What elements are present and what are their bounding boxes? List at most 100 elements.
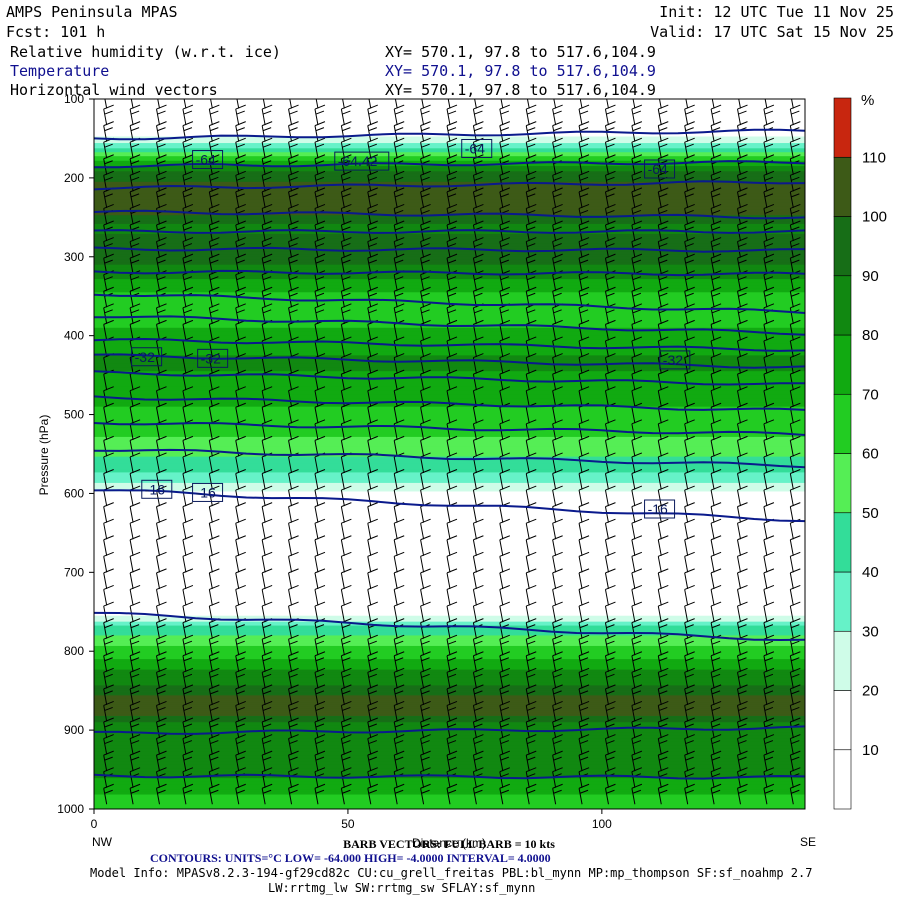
wind-barb <box>737 700 748 722</box>
wind-barb <box>525 518 537 540</box>
rh-band <box>94 664 805 668</box>
wind-barb <box>763 684 775 705</box>
wind-barb <box>552 634 563 656</box>
wind-barb <box>367 634 378 656</box>
wind-barb <box>657 667 669 689</box>
wind-barb <box>129 734 141 755</box>
wind-barb <box>261 651 273 672</box>
wind-barb <box>684 767 695 788</box>
colorbar-tick-label: 50 <box>862 505 879 522</box>
wind-barb <box>657 535 669 556</box>
wind-barb <box>288 518 299 540</box>
wind-barb <box>737 369 748 391</box>
wind-barb <box>367 734 378 755</box>
wind-barb <box>763 253 775 275</box>
wind-barb <box>789 187 801 208</box>
y-tick-label: 700 <box>64 565 84 579</box>
wind-barb <box>763 700 775 722</box>
wind-barb <box>737 535 748 556</box>
rh-band <box>94 509 805 521</box>
wind-barb <box>710 601 722 623</box>
wind-barb <box>684 750 695 772</box>
y-tick-label: 400 <box>64 329 84 343</box>
rh-band <box>94 176 805 180</box>
wind-barb <box>288 104 299 126</box>
wind-barb <box>420 651 431 672</box>
wind-barb <box>525 651 537 672</box>
contour-labels: -64 -64.42 -64 -64 -32 -32 -32 -16 -16 -16 <box>131 138 691 519</box>
wind-barb <box>552 419 563 440</box>
wind-barb <box>420 386 431 407</box>
wind-barb <box>631 667 643 689</box>
forecast-hour: Fcst: 101 h <box>6 23 105 41</box>
wind-barb <box>393 137 405 159</box>
temperature-contour <box>94 209 805 220</box>
wind-barb <box>472 319 484 341</box>
rh-band <box>94 507 805 510</box>
wind-barb <box>129 700 141 722</box>
rh-band <box>94 745 805 750</box>
wind-barb <box>420 353 431 374</box>
field-label-wind: Horizontal wind vectors <box>10 81 218 99</box>
wind-barb <box>710 469 722 490</box>
wind-barb <box>684 286 695 308</box>
wind-barb <box>393 286 405 308</box>
wind-barb <box>420 452 431 474</box>
rh-band <box>94 256 805 261</box>
wind-barb <box>578 386 590 407</box>
wind-barb <box>525 750 537 772</box>
model-title: AMPS Peninsula MPAS <box>6 3 178 21</box>
wind-barb <box>129 651 141 672</box>
wind-barb <box>340 121 352 142</box>
temperature-contour <box>94 353 805 369</box>
contours-info: CONTOURS: UNITS=°C LOW= -64.000 HIGH= -4… <box>150 851 551 865</box>
temperature-contour <box>94 269 805 277</box>
wind-barb <box>367 121 378 142</box>
wind-barb <box>393 303 405 324</box>
svg-text:-64: -64 <box>648 161 668 177</box>
wind-barb <box>235 502 246 523</box>
wind-barb <box>552 435 563 457</box>
wind-barb <box>525 104 537 126</box>
wind-barb <box>420 783 431 805</box>
wind-barb <box>552 750 563 772</box>
wind-barb <box>393 203 405 225</box>
wind-barb <box>499 452 511 474</box>
y-tick-label: 900 <box>64 723 84 737</box>
wind-barb <box>710 734 722 755</box>
wind-barb <box>340 237 352 258</box>
wind-barb <box>710 551 722 573</box>
wind-barb <box>737 734 748 755</box>
wind-barb <box>367 535 378 556</box>
wind-barb <box>631 502 643 523</box>
wind-barb <box>421 99 425 109</box>
rh-band <box>94 275 805 280</box>
wind-barb <box>393 717 405 739</box>
left-end-label: NW <box>92 835 113 849</box>
wind-barb <box>472 104 484 126</box>
field-xy-rh: XY= 570.1, 97.8 to 517.6,104.9 <box>385 43 656 61</box>
rh-band <box>94 803 805 806</box>
wind-barb <box>525 187 537 208</box>
wind-barb <box>631 104 643 126</box>
wind-barb <box>499 634 511 656</box>
wind-barb <box>631 286 643 308</box>
wind-barb <box>340 469 352 490</box>
wind-barb <box>446 651 458 672</box>
wind-barb <box>604 717 616 739</box>
wind-barb <box>446 551 458 573</box>
wind-barb <box>394 99 398 109</box>
wind-barb <box>657 717 669 739</box>
wind-barb <box>340 651 352 672</box>
wind-barb <box>288 237 299 258</box>
wind-barb <box>182 435 194 457</box>
wind-barb <box>156 783 167 805</box>
wind-barb <box>288 121 299 142</box>
wind-barb <box>420 220 431 242</box>
wind-barb <box>208 402 220 424</box>
wind-barb <box>657 386 669 407</box>
wind-barb <box>737 568 748 589</box>
wind-barb <box>182 469 194 490</box>
wind-barb <box>604 369 616 391</box>
wind-barb <box>103 618 114 639</box>
